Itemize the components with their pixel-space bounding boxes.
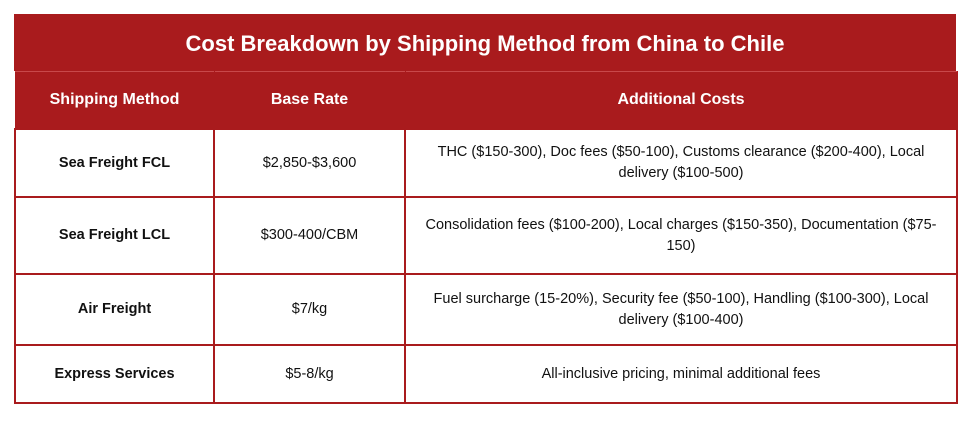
cell-additional-costs: Consolidation fees ($100-200), Local cha… bbox=[404, 196, 958, 275]
cell-shipping-method: Air Freight bbox=[14, 273, 215, 346]
cell-additional-costs: THC ($150-300), Doc fees ($50-100), Cust… bbox=[404, 128, 958, 198]
cell-shipping-method: Sea Freight LCL bbox=[14, 196, 215, 275]
cell-base-rate: $7/kg bbox=[213, 273, 406, 346]
cost-breakdown-table: Shipping Method Base Rate Additional Cos… bbox=[14, 71, 958, 404]
cell-additional-costs: Fuel surcharge (15-20%), Security fee ($… bbox=[404, 273, 958, 346]
column-header-shipping-method: Shipping Method bbox=[14, 71, 215, 129]
table-row: Air Freight $7/kg Fuel surcharge (15-20%… bbox=[14, 273, 958, 346]
cost-table-container: Cost Breakdown by Shipping Method from C… bbox=[14, 14, 958, 404]
table-row: Sea Freight LCL $300-400/CBM Consolidati… bbox=[14, 196, 958, 275]
cell-additional-costs: All-inclusive pricing, minimal additiona… bbox=[404, 344, 958, 404]
cell-base-rate: $2,850-$3,600 bbox=[213, 128, 406, 198]
table-title: Cost Breakdown by Shipping Method from C… bbox=[14, 14, 956, 71]
cell-base-rate: $300-400/CBM bbox=[213, 196, 406, 275]
header-row: Shipping Method Base Rate Additional Cos… bbox=[14, 71, 958, 129]
cell-shipping-method: Express Services bbox=[14, 344, 215, 404]
column-header-additional-costs: Additional Costs bbox=[404, 71, 958, 129]
table-row: Sea Freight FCL $2,850-$3,600 THC ($150-… bbox=[14, 128, 958, 198]
table-row: Express Services $5-8/kg All-inclusive p… bbox=[14, 344, 958, 404]
column-header-base-rate: Base Rate bbox=[213, 71, 406, 129]
cell-shipping-method: Sea Freight FCL bbox=[14, 128, 215, 198]
cell-base-rate: $5-8/kg bbox=[213, 344, 406, 404]
